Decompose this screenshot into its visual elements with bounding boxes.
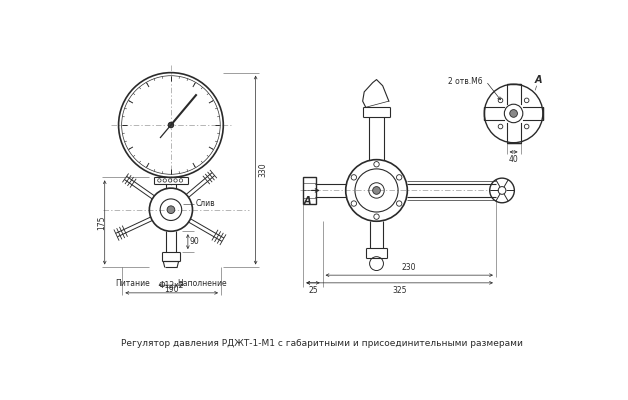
Text: 330: 330 (258, 163, 267, 177)
Text: Наполнение: Наполнение (177, 279, 227, 288)
Circle shape (168, 122, 173, 128)
Text: 190: 190 (165, 286, 179, 294)
Bar (303, 176, 317, 204)
Text: А: А (534, 75, 542, 85)
Text: Питание: Питание (115, 279, 150, 288)
Text: Слив: Слив (195, 199, 215, 208)
Circle shape (372, 186, 381, 194)
Text: 90: 90 (190, 237, 199, 246)
Text: 325: 325 (392, 286, 407, 295)
Text: Регулятор давления РДЖТ-1-М1 с габаритными и присоединительными размерами: Регулятор давления РДЖТ-1-М1 с габаритны… (121, 339, 522, 348)
Text: 40: 40 (509, 155, 519, 164)
Circle shape (510, 110, 517, 117)
Text: 230: 230 (402, 263, 416, 272)
Text: А: А (303, 196, 311, 206)
Text: 25: 25 (308, 286, 318, 295)
Circle shape (167, 206, 175, 214)
Text: 2 отв.М6: 2 отв.М6 (448, 77, 483, 86)
Text: 175: 175 (97, 215, 106, 230)
Text: Ф12х2: Ф12х2 (158, 281, 183, 290)
